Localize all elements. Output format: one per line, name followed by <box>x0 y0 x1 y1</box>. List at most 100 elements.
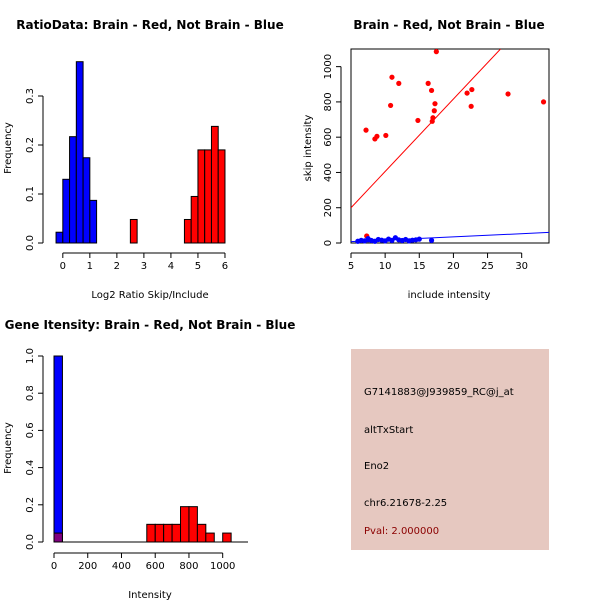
ratio-histogram-ylabel: Frequency <box>3 122 14 174</box>
y-tick-label: 1.0 <box>25 348 36 364</box>
brain-point <box>383 132 389 139</box>
brain-point <box>389 74 395 80</box>
x-tick-label: 4 <box>168 261 174 272</box>
brain-point <box>428 87 435 94</box>
y-tick-label: 0.4 <box>25 460 36 476</box>
y-tick-label: 1000 <box>323 54 334 79</box>
not-brain-bar <box>53 355 63 543</box>
overlap-bar <box>53 532 63 543</box>
brain-point <box>396 80 402 86</box>
not-brain-bar <box>62 178 71 244</box>
brain-point <box>464 90 470 96</box>
gene-name-text: Eno2 <box>364 461 390 472</box>
x-tick-label: 5 <box>195 261 201 272</box>
brain-bar <box>217 149 226 244</box>
y-tick-label: 600 <box>323 128 334 147</box>
x-tick-label: 25 <box>481 261 494 272</box>
brain-point <box>433 49 439 55</box>
brain-bar <box>146 523 156 543</box>
brain-point <box>388 102 394 109</box>
gene-intensity-title: Gene Itensity: Brain - Red, Not Brain - … <box>5 318 296 332</box>
brain-bar <box>197 149 206 244</box>
info-panel: G7141883@J939859_RC@j_at altTxStart Eno2… <box>351 349 549 550</box>
scatter-plot-frame <box>350 48 550 244</box>
scatter-xlabel: include intensity <box>408 290 491 301</box>
y-tick-label: 0.0 <box>25 534 36 550</box>
gene-intensity-xlabel: Intensity <box>128 590 172 600</box>
brain-bar <box>163 523 173 543</box>
location-text: chr6.21678-2.25 <box>364 498 448 509</box>
y-tick-label: 0 <box>323 240 334 246</box>
brain-bar <box>210 125 219 244</box>
y-tick-label: 0.6 <box>25 422 36 438</box>
x-tick-label: 15 <box>413 261 426 272</box>
x-tick-label: 400 <box>112 561 131 572</box>
y-tick-label: 0.2 <box>25 137 36 153</box>
x-tick-label: 1 <box>87 261 93 272</box>
brain-point <box>425 80 431 86</box>
brain-point <box>432 101 438 107</box>
brain-bar <box>188 506 198 543</box>
x-tick-label: 30 <box>515 261 528 272</box>
y-tick-label: 0.2 <box>25 497 36 513</box>
y-tick-label: 800 <box>323 92 334 111</box>
x-tick-label: 3 <box>141 261 147 272</box>
y-tick-label: 400 <box>323 163 334 182</box>
gene-intensity-histogram: Gene Itensity: Brain - Red, Not Brain - … <box>3 318 295 600</box>
brain-bar <box>183 218 192 244</box>
x-tick-label: 600 <box>146 561 165 572</box>
brain-bar <box>222 532 232 543</box>
x-tick-label: 1000 <box>210 561 235 572</box>
y-tick-label: 0.0 <box>25 235 36 251</box>
event-type-text: altTxStart <box>364 425 414 436</box>
pval-text: Pval: 2.000000 <box>364 526 440 537</box>
not-brain-bar <box>69 136 77 244</box>
brain-bar <box>129 218 138 244</box>
not-brain-point <box>428 237 435 243</box>
probe-id-text: G7141883@J939859_RC@j_at <box>364 387 514 398</box>
ratio-histogram: RatioData: Brain - Red, Not Brain - Blue… <box>3 18 284 301</box>
x-tick-label: 200 <box>78 561 97 572</box>
y-tick-label: 200 <box>323 198 334 217</box>
brain-point <box>374 133 380 139</box>
ratio-histogram-title: RatioData: Brain - Red, Not Brain - Blue <box>16 18 283 32</box>
brain-bar <box>171 523 182 543</box>
brain-point <box>363 127 369 133</box>
y-tick-label: 0.8 <box>25 385 36 401</box>
brain-point <box>468 103 474 109</box>
brain-point <box>540 99 547 105</box>
not-brain-bar <box>82 157 91 244</box>
x-tick-label: 800 <box>179 561 198 572</box>
x-tick-label: 10 <box>379 261 392 272</box>
scatter-title: Brain - Red, Not Brain - Blue <box>353 18 544 32</box>
scatter-ylabel: skip intensity <box>303 115 314 182</box>
not-brain-bar <box>75 61 84 244</box>
brain-bar <box>205 532 215 543</box>
brain-bar <box>204 149 212 244</box>
brain-bar <box>196 523 207 543</box>
not-brain-point <box>365 235 371 242</box>
y-tick-label: 0.3 <box>25 88 36 104</box>
brain-bar <box>154 523 165 543</box>
x-tick-label: 6 <box>222 261 228 272</box>
x-tick-label: 0 <box>60 261 66 272</box>
brain-point <box>430 115 436 121</box>
brain-bar <box>190 195 199 244</box>
not-brain-point <box>416 236 422 242</box>
y-tick-label: 0.1 <box>25 186 36 202</box>
not-brain-bar <box>89 199 98 244</box>
x-tick-label: 0 <box>51 561 57 572</box>
x-tick-label: 20 <box>447 261 460 272</box>
not-brain-bar <box>55 231 64 244</box>
brain-point <box>469 86 475 93</box>
brain-fit-line <box>351 49 501 209</box>
brain-bar <box>180 506 190 543</box>
brain-point <box>415 117 421 124</box>
brain-point <box>505 91 511 97</box>
brain-point <box>431 108 437 114</box>
x-tick-label: 5 <box>348 261 354 272</box>
intensity-scatter: Brain - Red, Not Brain - Blue include in… <box>303 18 550 301</box>
gene-intensity-ylabel: Frequency <box>3 422 14 474</box>
x-tick-label: 2 <box>114 261 120 272</box>
